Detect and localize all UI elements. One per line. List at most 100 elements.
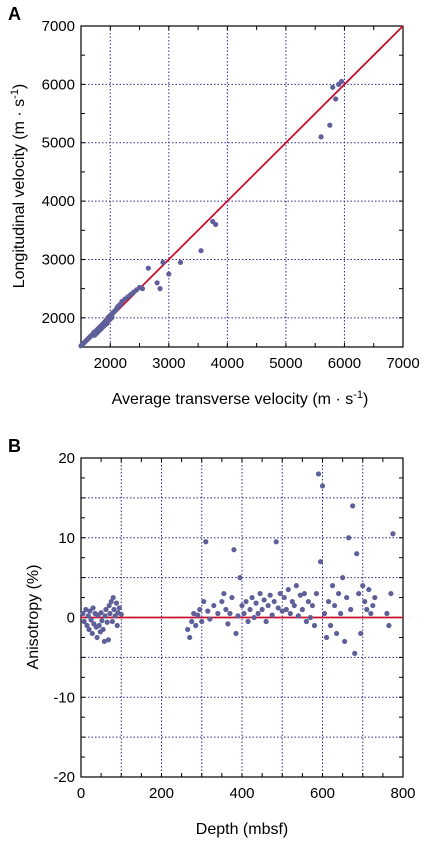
data-point: [213, 221, 219, 228]
data-point: [273, 539, 279, 545]
data-point: [348, 606, 354, 613]
data-point: [311, 622, 318, 629]
data-point: [110, 594, 116, 601]
data-point: [336, 590, 342, 597]
data-point: [253, 600, 259, 606]
data-point: [237, 575, 243, 581]
y-tick-label: -20: [53, 769, 75, 786]
data-point: [340, 575, 346, 581]
data-point: [98, 610, 104, 616]
data-point: [350, 503, 356, 509]
data-point: [338, 78, 345, 85]
data-point: [333, 96, 339, 102]
data-point: [193, 622, 199, 629]
data-point: [372, 594, 378, 601]
data-point: [285, 586, 291, 593]
data-point: [231, 547, 237, 553]
data-point: [338, 610, 344, 617]
data-point: [111, 606, 117, 613]
data-point: [368, 610, 374, 617]
x-tick-label: 4000: [211, 355, 244, 372]
data-point: [257, 590, 263, 597]
panel-label: A: [8, 4, 21, 24]
y-tick-label: 0: [67, 610, 75, 627]
data-point: [293, 583, 299, 589]
data-point: [211, 602, 217, 609]
data-point: [390, 531, 396, 537]
data-point: [189, 618, 195, 625]
chart-panel-b: 0 200 400 600 800 -20 -10 0 10 20 B Depth (mbsf) Ani…: [8, 436, 416, 838]
data-point: [327, 122, 333, 128]
data-point: [352, 650, 358, 656]
data-point: [330, 84, 336, 90]
data-point: [103, 606, 109, 613]
chart-panel-a: 2000 3000 4000 5000 6000 7000 2000 3000 4000 5000…: [8, 4, 420, 408]
data-point: [81, 618, 87, 625]
x-tick-label: 5000: [269, 355, 302, 372]
data-point: [388, 590, 394, 597]
data-point: [283, 606, 289, 613]
data-point: [358, 630, 364, 637]
data-point: [145, 265, 151, 271]
data-point: [261, 597, 267, 603]
data-point: [249, 594, 255, 601]
data-point: [87, 608, 93, 614]
data-point: [344, 594, 350, 601]
data-point: [239, 602, 245, 609]
data-point: [106, 602, 112, 609]
data-point: [109, 314, 115, 320]
data-point: [85, 613, 91, 619]
data-point: [139, 286, 146, 292]
data-point: [356, 590, 362, 597]
data-point: [245, 618, 251, 625]
data-point: [263, 618, 269, 625]
data-point: [251, 614, 257, 621]
data-point: [233, 630, 239, 637]
x-tick-label: 7000: [386, 355, 419, 372]
data-point: [366, 586, 372, 593]
data-point: [303, 618, 309, 625]
y-axis-label: Longitudinal velocity (m · s-1): [9, 84, 28, 289]
data-point: [101, 638, 107, 645]
data-point: [109, 618, 115, 625]
data-point: [346, 535, 352, 541]
data-point: [118, 611, 124, 617]
x-tick-label: 0: [77, 785, 85, 802]
data-point: [197, 606, 203, 613]
data-point: [221, 590, 227, 597]
data-point: [102, 613, 108, 619]
data-point: [271, 598, 277, 605]
data-point: [295, 613, 301, 619]
data-point: [323, 634, 330, 641]
data-point: [157, 286, 163, 292]
data-point: [207, 616, 213, 622]
y-tick-label: 20: [58, 450, 75, 467]
data-point: [364, 606, 370, 613]
data-point: [267, 592, 273, 598]
data-point: [305, 598, 312, 605]
y-tick-label: 2000: [42, 310, 75, 327]
data-point: [243, 598, 249, 605]
data-point: [247, 606, 253, 613]
data-point: [160, 259, 166, 265]
data-point: [321, 610, 328, 617]
y-tick-label: 5000: [42, 135, 75, 152]
data-point: [89, 630, 95, 637]
data-point: [83, 606, 89, 613]
data-point: [255, 610, 261, 617]
data-point: [90, 605, 96, 611]
data-point: [205, 608, 211, 614]
data-point: [360, 583, 366, 589]
data-point: [315, 471, 322, 477]
data-point: [386, 622, 392, 629]
data-point: [229, 594, 235, 601]
data-point: [297, 592, 303, 598]
data-point: [195, 612, 201, 618]
data-point: [166, 271, 172, 277]
data-point: [299, 606, 305, 613]
panel-label: B: [8, 436, 21, 456]
x-tick-label: 200: [149, 785, 174, 802]
data-point: [201, 598, 207, 605]
data-point: [96, 622, 102, 629]
